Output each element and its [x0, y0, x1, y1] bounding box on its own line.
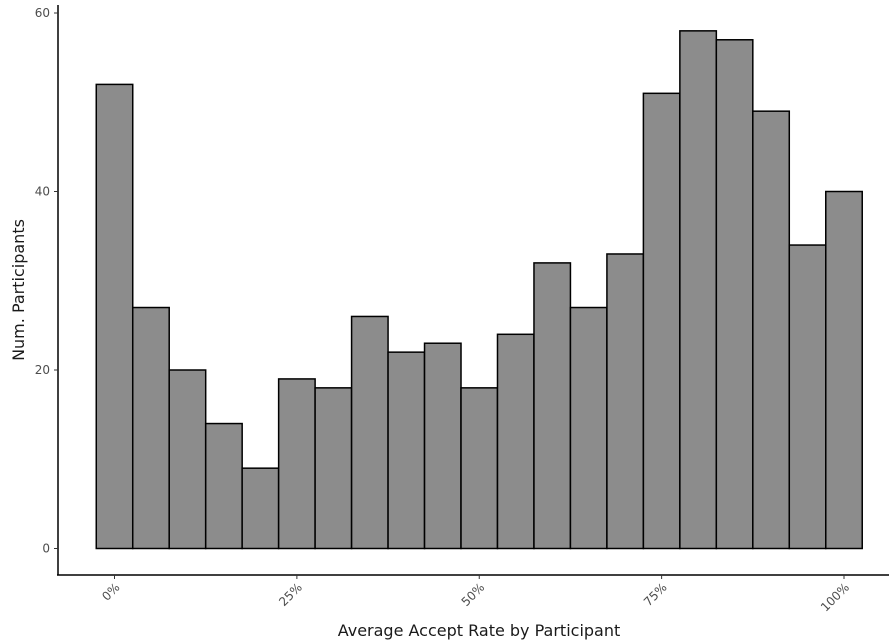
histogram-bar [350, 315, 389, 550]
y-tick-label: 20 [35, 363, 50, 377]
histogram-bar [387, 351, 426, 550]
histogram-bar [752, 110, 791, 550]
histogram-bar [715, 39, 754, 550]
y-tick-label: 0 [42, 542, 50, 556]
histogram-bar [241, 467, 280, 550]
y-ticks-group: 0 20 40 60 [35, 6, 58, 556]
x-tick-label: 50% [459, 580, 488, 609]
x-ticks-group: 0% 25% 50% 75% 100% [99, 575, 852, 614]
histogram-bar [679, 30, 718, 550]
histogram-bar [95, 83, 134, 550]
y-axis-title: Num. Participants [9, 219, 28, 361]
histogram-bar [204, 422, 243, 550]
histogram-bar [642, 92, 681, 550]
x-tick-label: 0% [99, 580, 122, 603]
histogram-bar [496, 333, 535, 550]
histogram-bar [569, 306, 608, 550]
histogram-bar [423, 342, 462, 550]
histogram-bar [277, 378, 316, 550]
histogram-bar [788, 244, 827, 550]
bars-group [95, 30, 863, 550]
x-axis-title: Average Accept Rate by Participant [338, 621, 621, 640]
y-tick-label: 60 [35, 6, 50, 20]
histogram-bar [533, 262, 572, 550]
histogram-bar [606, 253, 645, 550]
x-tick-label: 100% [818, 580, 852, 614]
y-tick-label: 40 [35, 185, 50, 199]
histogram-bar [825, 190, 863, 550]
histogram-bar [168, 369, 207, 550]
histogram-bar [314, 387, 353, 550]
x-tick-label: 75% [641, 580, 670, 609]
histogram-bar [131, 306, 170, 550]
x-tick-label: 25% [276, 580, 305, 609]
histogram-bar [460, 387, 499, 550]
